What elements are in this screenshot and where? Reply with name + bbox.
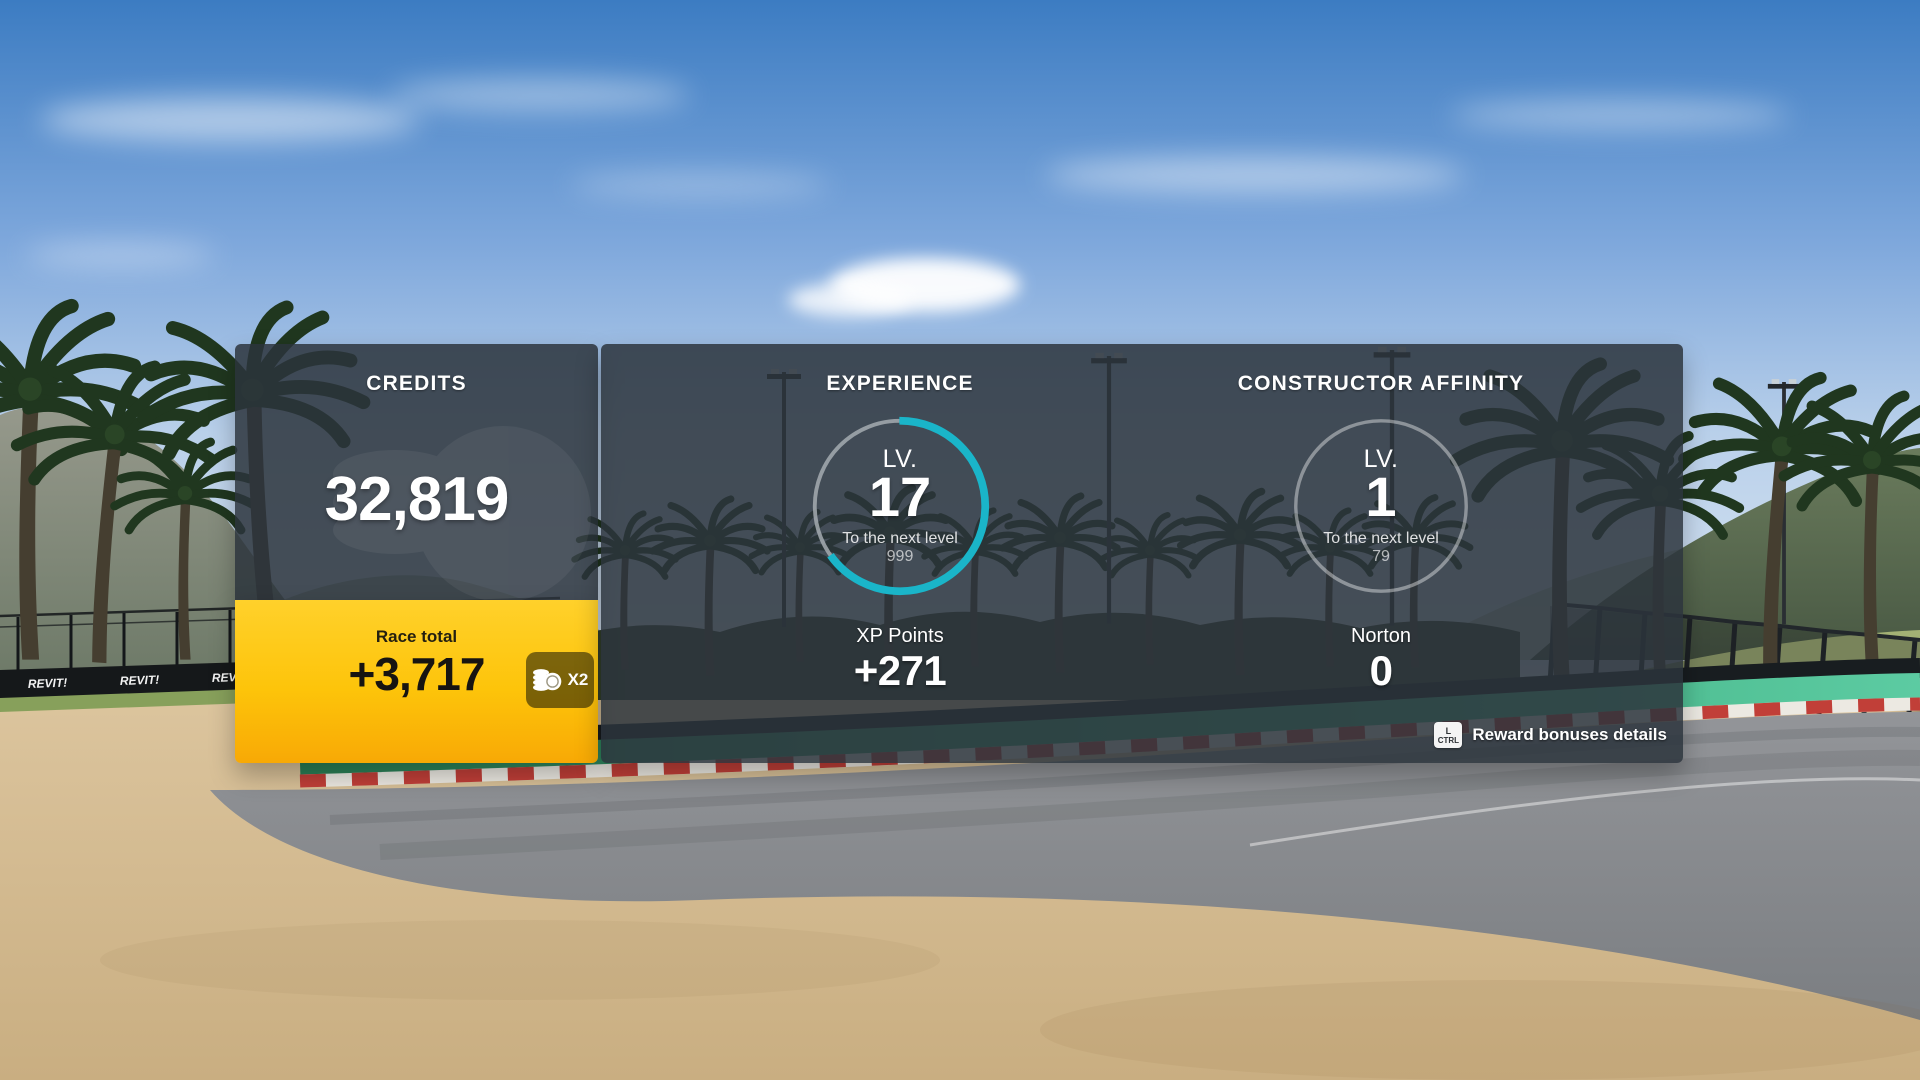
race-total-value: +3,717 <box>348 648 486 700</box>
experience-column: EXPERIENCE LV. 17 To the next level 999 … <box>690 344 1110 763</box>
clouds <box>25 79 1790 317</box>
sand-shading <box>1040 980 1920 1080</box>
level-label: LV. <box>1363 445 1399 473</box>
tire-line <box>379 749 1920 860</box>
credits-panel: CREDITS 32,819 Race total +3,717 X2 <box>235 344 598 763</box>
next-level-label: To the next level <box>842 530 958 547</box>
next-level-label: To the next level <box>1323 530 1439 547</box>
coin-stack-icon <box>532 669 561 691</box>
affinity-level-value: 1 <box>1365 465 1397 528</box>
lctrl-key-icon: L CTRL <box>1434 722 1463 748</box>
trackside-banner-text: REVIT! <box>28 676 68 691</box>
credits-multiplier-badge: X2 <box>526 652 594 708</box>
affinity-progress-ring: LV. 1 To the next level 79 <box>1289 414 1473 598</box>
race-total-section: Race total +3,717 X2 <box>235 600 598 763</box>
level-label: LV. <box>882 445 918 473</box>
curb-stripes <box>299 697 1920 788</box>
key-label-bottom: CTRL <box>1437 735 1460 745</box>
key-label-top: L <box>1445 725 1452 736</box>
track-asphalt <box>210 712 1920 1020</box>
xp-points-value: +271 <box>853 647 947 694</box>
constructor-affinity-column: CONSTRUCTOR AFFINITY LV. 1 To the next l… <box>1171 344 1591 763</box>
ring-progress <box>810 416 990 596</box>
xp-points-label: XP Points <box>856 625 944 647</box>
track-edge-line <box>1249 777 1920 847</box>
reward-bonuses-label: Reward bonuses details <box>1472 725 1667 744</box>
race-total-label: Race total <box>375 627 458 646</box>
credits-summary-section: CREDITS 32,819 <box>235 344 598 600</box>
coins-watermark-icon <box>333 426 591 600</box>
experience-title: EXPERIENCE <box>826 372 974 395</box>
sand-shading <box>100 920 940 1000</box>
affinity-points-value: 0 <box>1369 647 1393 694</box>
tire-line <box>329 726 1920 825</box>
reward-bonuses-hint[interactable]: L CTRL Reward bonuses details <box>1434 722 1667 748</box>
credits-total-value: 32,819 <box>324 465 510 534</box>
next-level-value: 79 <box>1372 548 1390 565</box>
ring-track <box>1294 419 1468 593</box>
next-level-value: 999 <box>886 548 914 565</box>
constructor-affinity-title: CONSTRUCTOR AFFINITY <box>1237 372 1525 395</box>
progression-panel: EXPERIENCE LV. 17 To the next level 999 … <box>601 344 1683 763</box>
trackside-banner-text: REVIT! <box>120 673 160 688</box>
credits-title: CREDITS <box>366 372 467 395</box>
experience-progress-ring: LV. 17 To the next level 999 <box>808 414 992 598</box>
multiplier-label: X2 <box>567 670 589 689</box>
affinity-brand-label: Norton <box>1350 625 1412 647</box>
experience-level-value: 17 <box>868 465 932 528</box>
